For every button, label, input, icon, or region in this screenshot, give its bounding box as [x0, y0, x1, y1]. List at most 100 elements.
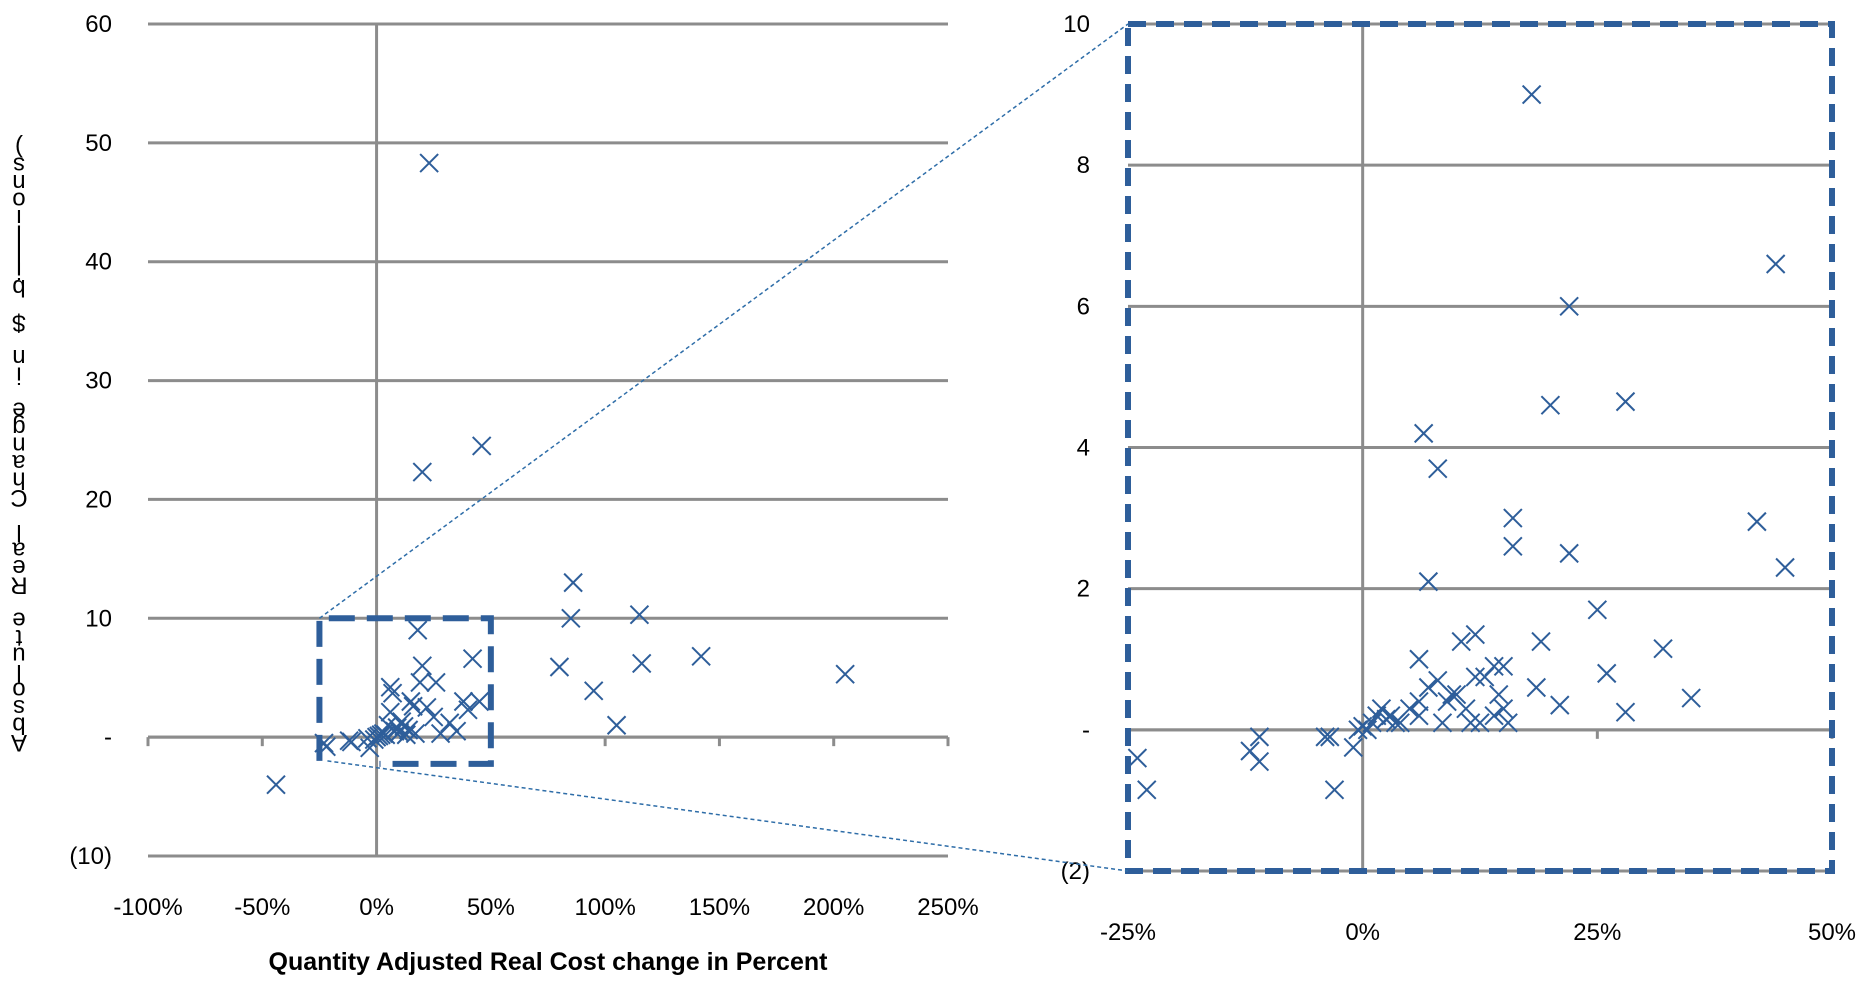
data-point: [1390, 713, 1410, 733]
data-point: [1320, 727, 1340, 747]
y-axis-title-char: a: [12, 537, 26, 564]
data-point: [549, 657, 570, 677]
data-point: [1559, 296, 1579, 317]
data-point: [1503, 536, 1523, 557]
data-point: [1428, 458, 1448, 479]
data-point: [405, 723, 426, 744]
data-point: [606, 715, 627, 735]
x-tick-label: 200%: [803, 894, 864, 921]
y-axis-title-char: l: [16, 519, 21, 546]
data-point: [469, 691, 490, 712]
data-point: [1484, 656, 1504, 677]
data-point: [458, 700, 478, 720]
y-axis-title-char: e: [12, 554, 25, 581]
data-point: [1446, 684, 1467, 705]
x-tick-label: 250%: [917, 894, 978, 921]
data-point: [1343, 737, 1363, 758]
data-point: [1484, 706, 1504, 726]
data-point: [462, 648, 483, 669]
y-axis-title-char: i: [16, 204, 21, 231]
data-point: [1432, 713, 1453, 733]
y-tick-label: 40: [85, 249, 112, 276]
data-point: [1540, 395, 1561, 415]
data-point: [1399, 698, 1420, 719]
y-axis-title-char: b: [12, 274, 25, 301]
y-axis-title-char: e: [12, 397, 25, 424]
y-tick-label: 8: [1077, 152, 1090, 179]
y-axis-title-char: n: [12, 432, 25, 459]
data-point: [1775, 557, 1795, 578]
x-tick-label: 25%: [1573, 919, 1621, 946]
connector-line-top: [318, 23, 1129, 619]
data-point: [417, 697, 437, 718]
data-point: [1324, 780, 1345, 800]
data-point: [408, 620, 428, 640]
y-axis-title-char: l: [16, 222, 21, 249]
data-point: [401, 691, 421, 712]
data-point: [1531, 631, 1551, 652]
y-axis-title-char: b: [12, 712, 25, 739]
y-axis-title-char: t: [15, 624, 22, 651]
y-axis-title-char: $: [12, 309, 25, 336]
x-tick-label: 0%: [1345, 919, 1380, 946]
x-tick-label: 150%: [689, 894, 750, 921]
y-axis-title-char: l: [16, 239, 21, 266]
data-point: [1451, 631, 1471, 652]
data-point: [266, 774, 286, 795]
y-tick-label: 10: [1063, 11, 1090, 38]
y-tick-label: 10: [85, 605, 112, 632]
data-point: [1465, 667, 1486, 687]
data-point: [1413, 423, 1434, 444]
y-axis-title-char: o: [12, 187, 25, 214]
data-point: [1418, 571, 1439, 592]
data-point: [629, 605, 650, 625]
data-point: [1747, 511, 1767, 532]
data-point: [1765, 254, 1786, 274]
y-axis-title-char: a: [12, 449, 26, 476]
data-point: [584, 681, 604, 701]
data-point: [419, 153, 439, 173]
data-point: [1681, 688, 1701, 708]
data-point: [1493, 698, 1514, 719]
y-axis-title-char: R: [10, 572, 27, 599]
x-axis-title: Quantity Adjusted Real Cost change in Pe…: [269, 948, 829, 976]
data-point: [1493, 656, 1514, 677]
y-axis-title-char: l: [16, 659, 21, 686]
data-point: [430, 723, 451, 744]
data-point: [1409, 706, 1429, 726]
data-point: [1137, 780, 1157, 800]
data-point: [410, 672, 430, 693]
data-point: [1418, 677, 1439, 698]
data-point: [412, 656, 432, 676]
y-axis-title-char: e: [12, 607, 25, 634]
data-point: [563, 572, 583, 593]
data-point: [1460, 713, 1481, 733]
data-point: [1249, 727, 1270, 747]
data-point: [426, 672, 446, 693]
data-point: [561, 608, 581, 628]
connector-line-bottom: [327, 760, 1129, 872]
y-tick-label: 6: [1077, 293, 1090, 320]
x-tick-label: 50%: [467, 894, 515, 921]
data-point: [632, 653, 652, 674]
data-point: [1587, 600, 1608, 620]
y-axis-title-char: n: [12, 344, 25, 371]
data-point: [1559, 543, 1579, 564]
data-point: [1498, 713, 1518, 733]
y-axis-title-char: s: [13, 694, 25, 721]
zoom-connector-lines: [316, 21, 1835, 874]
y-tick-label: 60: [85, 11, 112, 38]
data-point: [1653, 638, 1673, 659]
data-point: [412, 462, 432, 482]
y-axis-title-char: o: [12, 677, 25, 704]
y-tick-label: (10): [69, 843, 112, 870]
data-point: [424, 707, 444, 727]
data-point: [341, 732, 362, 752]
data-point: [1409, 649, 1429, 669]
data-point: [382, 683, 403, 703]
y-axis-title-char: i: [16, 362, 21, 389]
data-point: [835, 664, 855, 684]
y-axis-title-char: h: [12, 467, 25, 494]
y-axis-title-char: C: [10, 484, 27, 511]
